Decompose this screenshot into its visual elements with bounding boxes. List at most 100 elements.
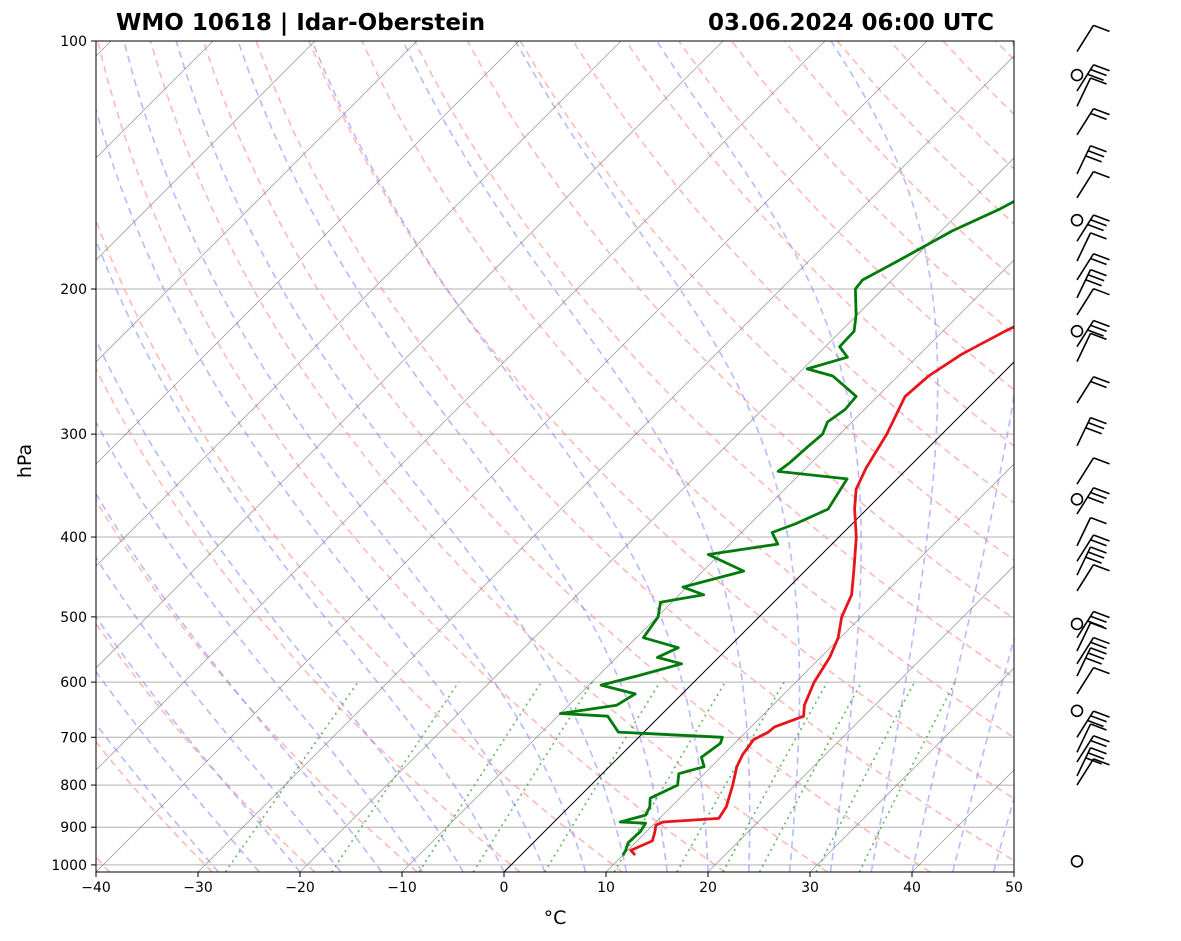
y-tick-label: 300 bbox=[60, 427, 87, 443]
wind-barb-flag bbox=[1090, 739, 1107, 748]
wind-barb-flag bbox=[1090, 380, 1107, 389]
mixing-ratio-line bbox=[613, 681, 726, 872]
calm-wind-circle bbox=[1070, 617, 1084, 631]
isotherm-line bbox=[299, 157, 1014, 872]
mixing-ratio-line bbox=[858, 681, 956, 872]
wind-barb bbox=[1076, 486, 1110, 515]
wind-barb-flag bbox=[1093, 534, 1110, 542]
wind-barb bbox=[1076, 376, 1110, 404]
wind-barb-flag bbox=[1093, 666, 1110, 675]
chart-title-datetime: 03.06.2024 06:00 UTC bbox=[708, 10, 994, 36]
plot-frame bbox=[95, 40, 1015, 873]
wind-barb bbox=[1076, 24, 1110, 53]
wind-barb-flag bbox=[1090, 218, 1107, 227]
isotherm-line bbox=[96, 41, 724, 669]
wind-barb-flag bbox=[1087, 223, 1104, 232]
dry-adiabat-line bbox=[149, 41, 828, 872]
wind-barb-flag bbox=[1087, 421, 1105, 430]
mixing-ratio-line bbox=[815, 681, 916, 872]
dry-adiabat-line bbox=[308, 41, 1014, 800]
isotherm-line bbox=[96, 41, 622, 567]
wind-barb bbox=[1070, 324, 1084, 338]
wind-barb-flag bbox=[1087, 496, 1104, 504]
wind-barb-staff bbox=[1076, 232, 1092, 262]
y-tick-label: 1000 bbox=[51, 858, 87, 874]
moist-adiabats bbox=[96, 41, 1014, 872]
x-tick-label: −20 bbox=[285, 880, 315, 896]
moist-adiabat-line bbox=[830, 41, 939, 872]
wind-barb bbox=[1076, 107, 1110, 136]
wind-barb-flag bbox=[1090, 144, 1107, 153]
wind-barb-flag bbox=[1090, 324, 1107, 332]
wind-barb-flag bbox=[1093, 287, 1110, 296]
isotherm-line bbox=[96, 41, 520, 465]
wind-barb bbox=[1076, 170, 1110, 199]
mixing-ratio-line bbox=[418, 681, 542, 872]
wind-barb bbox=[1076, 621, 1107, 652]
y-tick-label: 400 bbox=[60, 530, 87, 546]
wind-barb bbox=[1076, 64, 1110, 92]
wind-barb bbox=[1070, 493, 1084, 506]
wind-barb-flag bbox=[1093, 710, 1110, 718]
wind-barbs-column bbox=[1070, 24, 1110, 868]
temperature-profile-line bbox=[629, 325, 1014, 857]
wind-barb bbox=[1076, 666, 1110, 695]
calm-wind-circle bbox=[1070, 493, 1084, 506]
wind-barb-flag bbox=[1093, 107, 1110, 116]
wind-barb-flag bbox=[1087, 719, 1104, 728]
wind-barb bbox=[1076, 287, 1110, 316]
moist-adiabat-line bbox=[952, 635, 1014, 872]
y-tick-label: 100 bbox=[60, 34, 87, 50]
wind-barb-flag bbox=[1090, 539, 1107, 547]
mixing-ratio-line bbox=[331, 681, 460, 872]
wind-barb bbox=[1076, 416, 1107, 447]
dry-adiabat-line bbox=[413, 41, 1014, 679]
moist-adiabat-line bbox=[992, 795, 1014, 872]
wind-barb-flag bbox=[1090, 715, 1107, 723]
wind-barb-staff bbox=[1076, 667, 1095, 695]
x-tick-label: −40 bbox=[81, 880, 111, 896]
wind-barb bbox=[1070, 213, 1084, 227]
wind-barb bbox=[1076, 636, 1110, 665]
wind-barb-flag bbox=[1090, 416, 1107, 425]
mixing-ratio-lines bbox=[224, 681, 956, 872]
mixing-ratio-line bbox=[544, 681, 661, 872]
wind-barb bbox=[1076, 214, 1110, 242]
wind-barb bbox=[1070, 704, 1084, 718]
wind-barb-flag bbox=[1087, 652, 1105, 660]
wind-barb-staff bbox=[1076, 24, 1095, 53]
wind-barb-flag bbox=[1087, 551, 1105, 559]
moist-adiabat-line bbox=[237, 41, 668, 872]
wind-barb-flag bbox=[1090, 615, 1107, 623]
wind-barb-flag bbox=[1093, 636, 1110, 645]
wind-barb bbox=[1076, 232, 1107, 262]
y-tick-label: 900 bbox=[60, 820, 87, 836]
wind-barb bbox=[1076, 647, 1107, 677]
wind-barb-flag bbox=[1090, 491, 1107, 500]
wind-barb-staff bbox=[1076, 758, 1095, 786]
wind-barb-flag bbox=[1090, 257, 1107, 266]
wind-barb-staff bbox=[1076, 333, 1092, 362]
wind-barb-staff bbox=[1076, 77, 1092, 107]
wind-barb-staff bbox=[1076, 517, 1092, 547]
y-tick-label: 600 bbox=[60, 675, 87, 691]
isotherms bbox=[96, 41, 1014, 872]
moist-adiabat-line bbox=[123, 41, 587, 872]
moist-adiabat-line bbox=[96, 107, 546, 872]
wind-barb-staff bbox=[1076, 622, 1092, 652]
sounding-profiles bbox=[559, 199, 1014, 857]
x-tick-label: 0 bbox=[500, 880, 509, 896]
dry-adiabat-line bbox=[678, 41, 1014, 391]
y-tick-label: 700 bbox=[60, 730, 87, 746]
dry-adiabat-line bbox=[255, 41, 1014, 862]
wind-barb bbox=[1076, 516, 1107, 547]
wind-barb-flag bbox=[1090, 546, 1107, 554]
calm-wind-circle bbox=[1070, 704, 1084, 718]
wind-barb-flag bbox=[1085, 155, 1102, 163]
wind-barb bbox=[1070, 855, 1084, 868]
mixing-ratio-line bbox=[224, 681, 359, 872]
wind-barb-flag bbox=[1087, 73, 1104, 81]
wind-barb-flag bbox=[1085, 757, 1102, 765]
wind-barb-flag bbox=[1090, 332, 1107, 341]
wind-barb bbox=[1076, 144, 1107, 175]
